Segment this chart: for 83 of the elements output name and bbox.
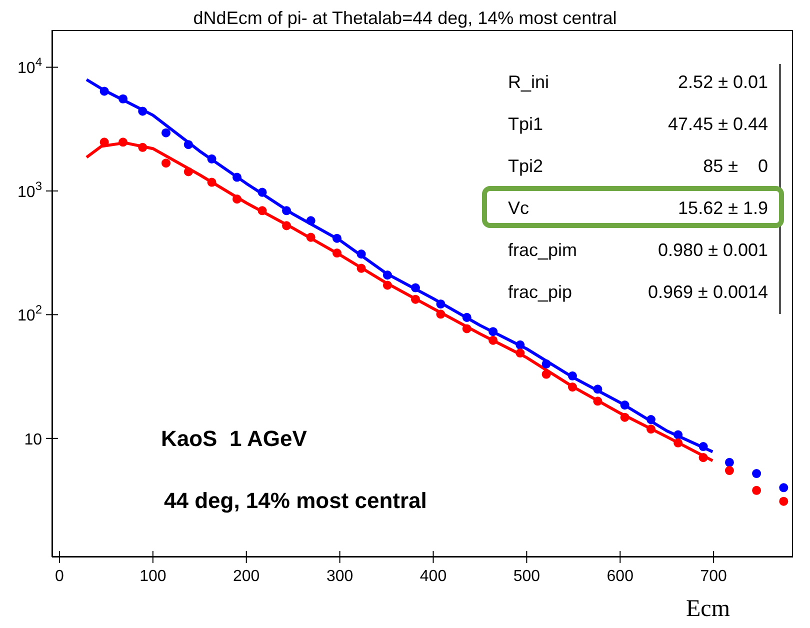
annotation: 0.980 ± 0.001 (658, 240, 768, 261)
point (516, 348, 525, 358)
point (382, 270, 392, 280)
point (332, 234, 342, 243)
point (752, 486, 762, 495)
point (410, 283, 420, 292)
point (724, 466, 734, 476)
annotation: frac_pip (508, 282, 572, 303)
y-tick-label: 10 (24, 431, 42, 448)
y-tick-label: 10$^{4}$ (18, 55, 42, 78)
point (779, 483, 788, 492)
point (646, 415, 656, 424)
point (332, 248, 342, 258)
point (752, 469, 762, 478)
point (306, 232, 316, 242)
point (646, 424, 656, 434)
point (462, 324, 472, 334)
point (118, 94, 128, 104)
annotation: 2.52 ± 0.01 (678, 72, 768, 93)
annotation: 47.45 ± 0.44 (668, 114, 768, 135)
annotation: 15.62 ± 1.9 (678, 198, 768, 219)
annotation: Vc (508, 198, 530, 219)
annotation: 44 deg, 14% most central (164, 488, 427, 514)
point (382, 280, 392, 290)
y-tick-label: 10$^{2}$ (18, 302, 42, 325)
point (436, 310, 446, 319)
point (698, 453, 708, 462)
chart-title: dNdEcm of pi- at Thetalab=44 deg, 14% most central (192, 8, 618, 29)
annotation: 0.969 ± 0.0014 (648, 282, 768, 303)
annotation: Tpi1 (508, 114, 544, 135)
point (620, 412, 630, 422)
x-axis-title: Ecm (686, 596, 730, 623)
annotation: frac_pim (508, 240, 578, 261)
x-tick-label: 0 (55, 568, 64, 585)
point (207, 154, 216, 164)
annotation: KaoS 1 AGeV (161, 426, 307, 452)
point (488, 327, 498, 336)
point (118, 138, 128, 147)
point (100, 86, 109, 96)
x-tick-label: 100 (140, 568, 166, 585)
annotation: 85 ± 0 (703, 156, 768, 177)
point (488, 336, 498, 345)
point (674, 438, 683, 448)
point (161, 158, 171, 168)
point (258, 188, 267, 197)
point (698, 442, 708, 452)
point (568, 371, 577, 380)
point (282, 221, 292, 230)
x-tick-label: 500 (513, 568, 540, 585)
point (542, 359, 551, 368)
point (207, 178, 216, 187)
annotation: R_ini (508, 72, 550, 93)
point (258, 206, 267, 216)
point (593, 384, 602, 394)
x-tick-label: 700 (700, 568, 728, 585)
point (462, 312, 472, 322)
x-tick-label: 300 (326, 568, 354, 585)
point (356, 264, 366, 273)
point (232, 194, 242, 204)
point (516, 340, 525, 350)
point (138, 142, 148, 152)
point (161, 128, 171, 138)
y-tick-label: 10$^{3}$ (18, 178, 42, 201)
point (724, 458, 734, 467)
point (138, 106, 148, 116)
point (568, 382, 577, 392)
point (282, 206, 292, 216)
point (674, 430, 683, 440)
point (436, 299, 446, 309)
x-tick-label: 400 (420, 568, 447, 585)
point (306, 216, 316, 226)
x-tick-label: 600 (606, 568, 634, 585)
annotation: Tpi2 (508, 156, 544, 177)
point (620, 400, 630, 410)
point (410, 294, 420, 304)
point (593, 396, 602, 406)
point (542, 370, 551, 379)
point (779, 496, 788, 506)
point (356, 250, 366, 259)
x-tick-label: 200 (233, 568, 260, 585)
point (232, 172, 242, 182)
point (184, 167, 193, 176)
point (184, 140, 193, 150)
